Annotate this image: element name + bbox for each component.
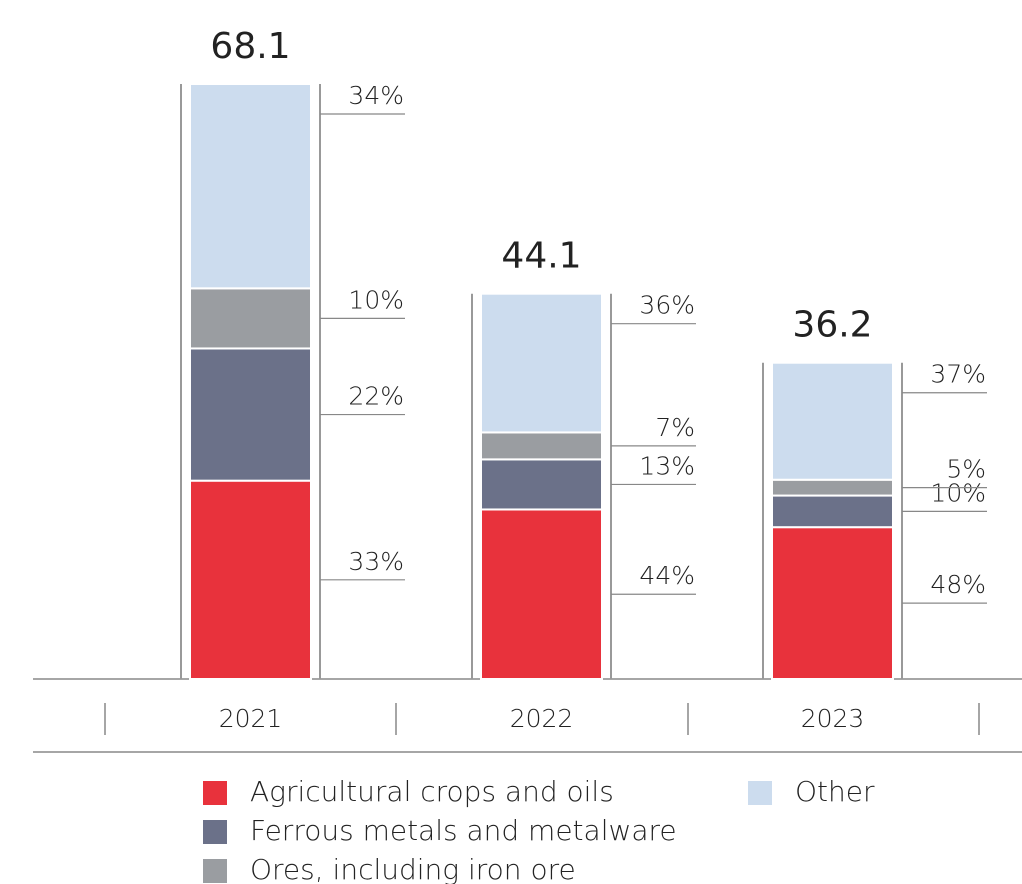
bar-segment	[189, 479, 312, 680]
value-label: 34%	[348, 81, 404, 110]
value-label: 36%	[639, 291, 695, 320]
value-label: 13%	[639, 451, 695, 480]
bar-segment	[189, 347, 312, 482]
legend-label: Ores, including iron ore	[250, 853, 576, 884]
value-label: 10%	[930, 478, 986, 507]
value-label: 5%	[946, 455, 986, 484]
bar-segment	[480, 508, 603, 681]
value-label: 44%	[639, 561, 695, 590]
total-label: 44.1	[501, 236, 581, 277]
x-tick-label: 2022	[510, 704, 574, 733]
legend-swatch	[748, 781, 772, 805]
value-label: 33%	[348, 547, 404, 576]
total-label: 68.1	[210, 26, 290, 67]
legend-label: Other	[795, 775, 875, 808]
bar-segment	[480, 292, 603, 434]
bar-segment	[771, 526, 894, 681]
legend-swatch	[203, 781, 227, 805]
total-label: 36.2	[792, 305, 872, 346]
legend-label: Ferrous metals and metalware	[250, 814, 677, 847]
x-tick-label: 2021	[219, 704, 283, 733]
value-label: 10%	[348, 285, 404, 314]
x-tick-label: 2023	[801, 704, 865, 733]
value-label: 22%	[348, 382, 404, 411]
bar-segment	[771, 361, 894, 481]
value-label: 7%	[655, 413, 695, 442]
legend-swatch	[203, 820, 227, 844]
value-label: 48%	[930, 570, 986, 599]
bar-segment	[480, 458, 603, 511]
bar-segment	[189, 83, 312, 290]
bar-segment	[771, 494, 894, 529]
bar-segment	[771, 478, 894, 497]
legend-swatch	[203, 859, 227, 883]
bar-segment	[480, 431, 603, 461]
bar-segment	[189, 287, 312, 350]
legend-label: Agricultural crops and oils	[250, 775, 614, 808]
value-label: 37%	[930, 360, 986, 389]
